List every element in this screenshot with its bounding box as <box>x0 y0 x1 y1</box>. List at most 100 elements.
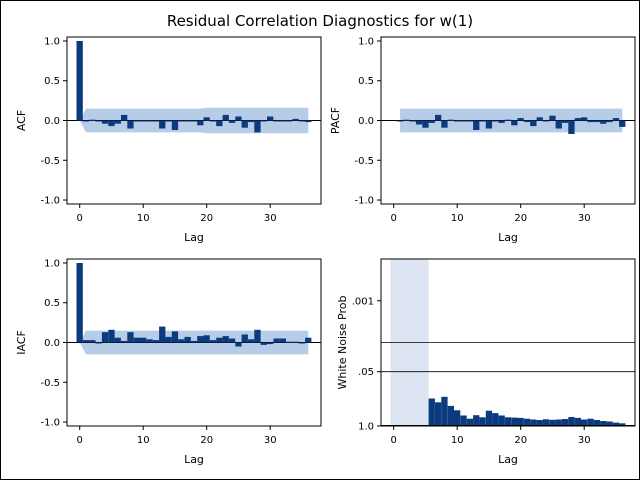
pacf-bar-lag-32 <box>593 120 600 123</box>
white-noise-bar-lag-29 <box>574 417 581 426</box>
acf-bar-lag-34 <box>292 118 299 121</box>
pacf-bar-lag-18 <box>504 119 512 121</box>
pacf-xtick-label: 30 <box>578 213 591 224</box>
iacf-bar-lag-12 <box>152 340 159 343</box>
acf-bar-lag-18 <box>190 120 198 122</box>
acf-bar-lag-21 <box>209 120 217 122</box>
acf-bar-lag-36 <box>305 120 312 123</box>
iacf-xtick-label: 0 <box>77 435 83 446</box>
pacf-bar-lag-15 <box>485 120 493 129</box>
acf-bar-lag-3 <box>95 120 102 122</box>
white-noise-bar-lag-19 <box>511 417 518 426</box>
pacf-ytick-label: 0.0 <box>358 116 374 127</box>
pacf-bar-lag-35 <box>612 118 620 121</box>
pacf-bar-lag-25 <box>549 115 556 121</box>
acf-ytick-label: 0.0 <box>44 116 60 127</box>
white-noise-bar-lag-18 <box>504 417 512 426</box>
white-noise-ytick-label: .05 <box>358 367 374 378</box>
pacf-bar-lag-24 <box>542 120 550 122</box>
pacf-ytick-label: -1.0 <box>354 196 374 207</box>
iacf-xtick-label: 10 <box>137 435 150 446</box>
white_noise-plot-frame <box>380 258 636 427</box>
pacf-bar-lag-34 <box>606 120 613 123</box>
white-noise-bar-lag-7 <box>435 402 442 426</box>
acf-bar-lag-17 <box>184 120 191 122</box>
acf-bar-lag-29 <box>260 120 267 122</box>
pacf-xtick-label: 10 <box>451 213 464 224</box>
pacf-bar-lag-5 <box>422 120 429 128</box>
acf-ytick-label: -1.0 <box>40 196 60 207</box>
white-noise-bar-lag-20 <box>517 417 524 426</box>
acf-bar-lag-13 <box>159 120 166 129</box>
iacf-bar-lag-22 <box>216 337 223 343</box>
white-noise-bar-lag-25 <box>549 419 556 426</box>
white_noise-xtick-label: 10 <box>451 435 464 446</box>
white-noise-bar-lag-13 <box>473 415 480 426</box>
acf-plot-frame <box>66 36 322 205</box>
iacf-bar-lag-31 <box>273 338 280 343</box>
acf-bar-lag-4 <box>101 120 109 124</box>
iacf-plot-frame <box>66 258 322 427</box>
white-noise-bar-lag-16 <box>492 413 499 426</box>
iacf-bar-lag-28 <box>254 329 261 343</box>
iacf-ytick-label: -1.0 <box>40 418 60 429</box>
acf-bar-lag-25 <box>235 116 242 121</box>
white-noise-bar-lag-36 <box>619 423 626 426</box>
white-noise-bar-lag-28 <box>568 417 575 426</box>
pacf-bar-lag-16 <box>492 120 499 122</box>
iacf-bar-lag-23 <box>222 336 229 343</box>
pacf-bar-lag-20 <box>517 118 524 121</box>
pacf-bar-lag-31 <box>587 120 594 123</box>
iacf-ytick-label: 1.0 <box>44 258 60 269</box>
white-noise-bar-lag-15 <box>485 410 493 426</box>
acf-xtick-label: 30 <box>264 213 277 224</box>
white-noise-bar-lag-35 <box>612 422 620 426</box>
pacf-ytick-label: 1.0 <box>358 36 374 47</box>
iacf-bar-lag-5 <box>108 329 115 343</box>
acf-bar-lag-6 <box>114 120 121 124</box>
iacf-bar-lag-32 <box>279 338 286 343</box>
white-noise-bar-lag-24 <box>542 419 550 426</box>
iacf-bar-lag-18 <box>190 340 198 343</box>
pacf-xtick-label: 20 <box>514 213 527 224</box>
acf-bar-lag-30 <box>267 116 274 121</box>
iacf-bar-lag-8 <box>127 332 134 343</box>
white-noise-bar-lag-12 <box>466 418 473 426</box>
white-noise-bar-lag-30 <box>581 419 588 426</box>
pacf-bar-lag-26 <box>555 120 562 129</box>
white-noise-bar-lag-17 <box>498 415 505 426</box>
pacf-bar-lag-10 <box>454 120 461 122</box>
pacf-bar-lag-13 <box>473 120 480 130</box>
white-noise-bar-lag-34 <box>606 421 613 426</box>
iacf-bar-lag-36 <box>305 337 312 343</box>
iacf-bar-lag-29 <box>260 342 267 345</box>
pacf-bar-lag-22 <box>530 120 537 127</box>
acf-x-axis-label: Lag <box>184 231 204 244</box>
acf-bar-lag-15 <box>171 120 179 130</box>
white-noise-bar-lag-22 <box>530 419 537 426</box>
white-noise-bar-lag-27 <box>562 419 569 426</box>
iacf-bar-lag-17 <box>184 336 191 343</box>
white-noise-bar-lag-33 <box>600 421 607 426</box>
iacf-bar-lag-26 <box>241 334 248 343</box>
iacf-xtick-label: 30 <box>264 435 277 446</box>
iacf-ytick-label: -0.5 <box>40 378 60 389</box>
iacf-bar-lag-35 <box>298 342 306 344</box>
acf-bar-lag-20 <box>203 117 210 121</box>
pacf-bar-lag-23 <box>536 117 543 121</box>
iacf-bar-lag-24 <box>228 338 236 343</box>
iacf-bar-lag-6 <box>114 337 121 343</box>
acf-bar-lag-11 <box>146 120 153 122</box>
acf-xtick-label: 10 <box>137 213 150 224</box>
white-noise-bar-lag-32 <box>593 420 600 426</box>
pacf-y-axis-label: PACF <box>329 107 342 134</box>
acf-xtick-label: 20 <box>200 213 213 224</box>
pacf-bar-lag-14 <box>479 120 486 122</box>
chart-title: Residual Correlation Diagnostics for w(1… <box>167 12 473 30</box>
acf-bar-lag-35 <box>298 120 306 122</box>
iacf-bar-lag-9 <box>133 337 140 343</box>
acf-ytick-label: 0.5 <box>44 76 60 87</box>
pacf-bar-lag-3 <box>409 120 416 122</box>
iacf-y-axis-label: IACF <box>15 330 28 355</box>
